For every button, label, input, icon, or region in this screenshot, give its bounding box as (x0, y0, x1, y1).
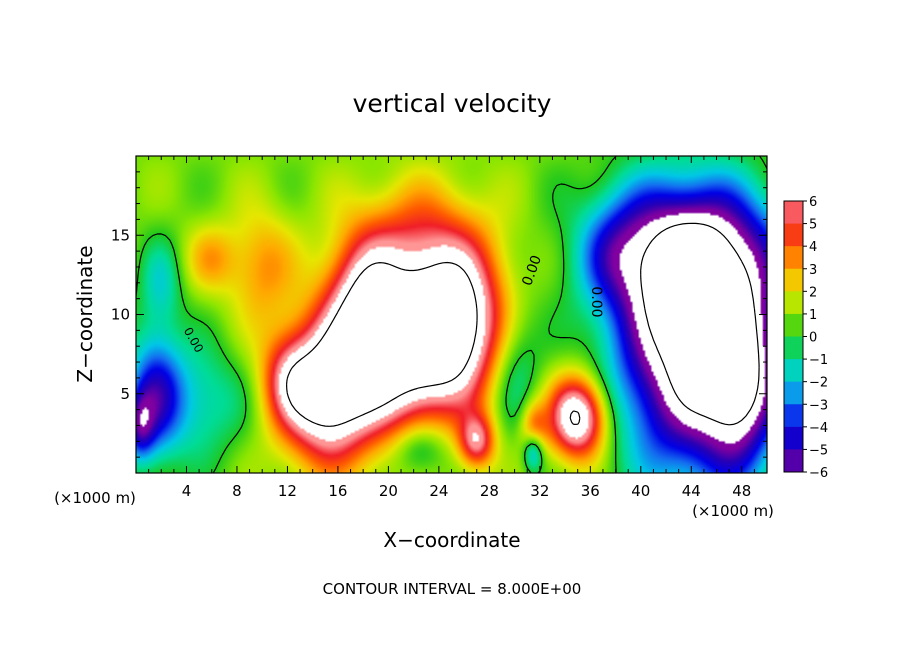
colorbar-swatch (784, 449, 803, 473)
x-unit-left: (×1000 m) (54, 489, 136, 507)
colorbar-swatch (784, 336, 803, 360)
x-tick-label: 16 (328, 482, 347, 500)
colorbar-tick-label: −3 (809, 398, 828, 413)
x-tick-label: 24 (429, 482, 448, 500)
y-tick-label: 5 (120, 385, 130, 403)
contour-interval-footer: CONTOUR INTERVAL = 8.000E+00 (323, 580, 582, 598)
colorbar-tick-label: 6 (809, 195, 817, 210)
x-tick-label: 40 (631, 482, 650, 500)
colorbar-swatch (784, 359, 803, 383)
colorbar-tick-label: 3 (809, 263, 817, 278)
colorbar-swatch (784, 201, 803, 225)
x-tick-label: 20 (379, 482, 398, 500)
plot-area: 0.00 0.00 0.00 (135, 155, 768, 474)
colorbar-tick-label: 1 (809, 308, 817, 323)
colorbar-tick-label: 4 (809, 240, 817, 255)
colorbar-tick-label: −4 (809, 421, 828, 436)
colorbar-swatch (784, 404, 803, 428)
y-axis-ticks: 5 10 15 (111, 171, 767, 458)
y-axis-label: Z−coordinate (73, 245, 97, 382)
negative-contour (640, 222, 760, 426)
colorbar-tick-label: 5 (809, 218, 817, 233)
x-axis-ticks: 4 8 12 16 20 24 28 32 36 40 44 48 (148, 156, 755, 500)
colorbar-tick-label: 0 (809, 331, 817, 346)
colorbar-swatch (784, 268, 803, 292)
y-tick-label: 10 (111, 306, 130, 324)
chart-title: vertical velocity (353, 89, 552, 118)
contour-label-2: 0.00 (588, 286, 604, 317)
x-tick-label: 32 (530, 482, 549, 500)
heatmap-field (136, 156, 767, 473)
colorbar-swatch (784, 291, 803, 315)
x-unit-right: (×1000 m) (692, 502, 774, 520)
colorbar-swatch (784, 313, 803, 337)
colorbar: 6 5 4 3 2 1 0 −1 −2 −3 −4 −5 −6 (783, 195, 828, 481)
x-tick-label: 4 (182, 482, 192, 500)
colorbar-tick-label: 2 (809, 285, 817, 300)
colorbar-tick-label: −2 (809, 376, 828, 391)
colorbar-swatch (784, 246, 803, 270)
x-tick-label: 36 (581, 482, 600, 500)
colorbar-tick-label: −6 (809, 466, 828, 481)
positive-contour (286, 261, 581, 427)
x-tick-label: 12 (278, 482, 297, 500)
x-tick-label: 28 (480, 482, 499, 500)
x-tick-label: 8 (232, 482, 242, 500)
colorbar-swatch (784, 426, 803, 450)
x-tick-label: 48 (732, 482, 751, 500)
y-tick-label: 15 (111, 226, 130, 244)
colorbar-tick-label: −5 (809, 443, 828, 458)
x-tick-label: 44 (682, 482, 701, 500)
colorbar-swatch (784, 381, 803, 405)
colorbar-tick-label: −1 (809, 353, 828, 368)
x-axis-label: X−coordinate (383, 528, 520, 552)
colorbar-swatch (784, 223, 803, 247)
